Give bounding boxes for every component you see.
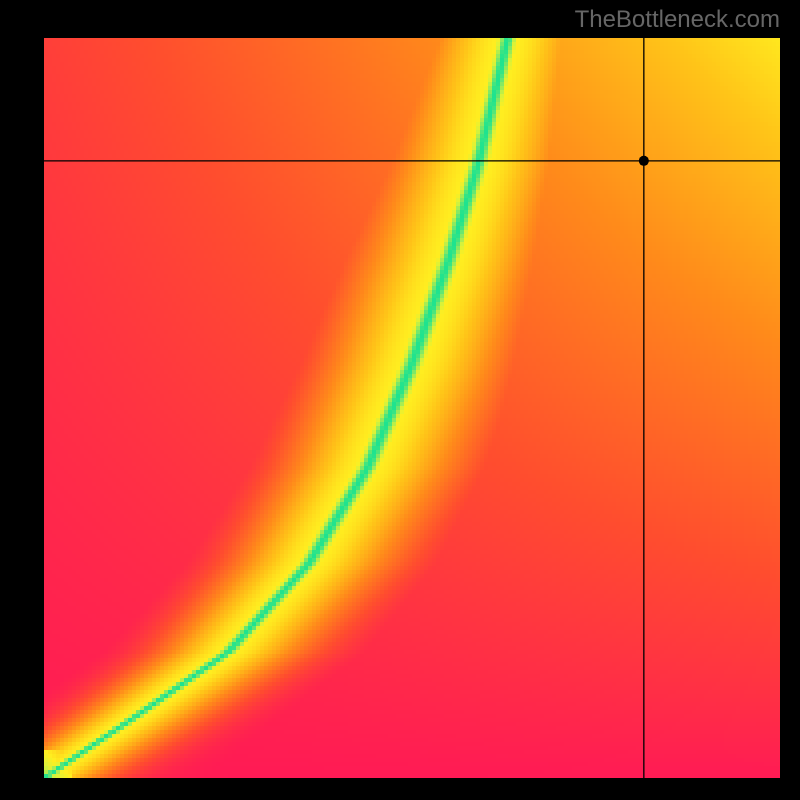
watermark-text: TheBottleneck.com	[575, 6, 780, 34]
bottleneck-heatmap	[0, 0, 800, 800]
